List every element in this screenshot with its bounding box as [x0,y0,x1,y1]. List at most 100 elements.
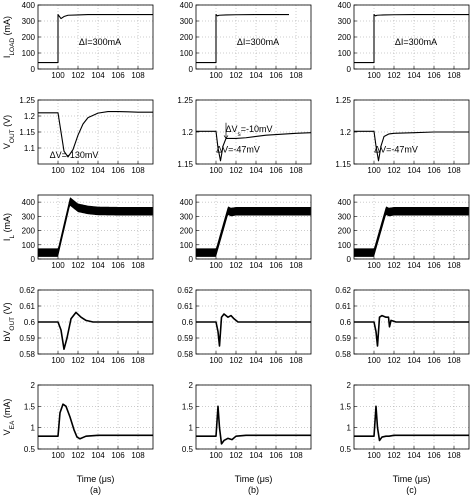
y-tick-label: 400 [338,1,352,10]
x-tick-label: 106 [269,71,283,80]
x-tick-label: 104 [407,356,421,365]
y-tick-label: 0.62 [19,286,35,295]
subplot-r4-c1: 100 102 104 106 108 0.5 1 1.5 2 [182,381,312,460]
y-tick-label: 300 [22,17,36,26]
x-axis-label: Time (μs) [77,474,115,484]
x-tick-label: 102 [229,71,243,80]
x-axis-label: Time (μs) [393,474,431,484]
axes-frame [195,194,312,260]
x-tick-label: 108 [289,451,303,460]
y-tick-label: 1.15 [19,128,35,137]
x-tick-label: 100 [209,261,223,270]
y-tick-label: 0.58 [19,350,35,359]
x-tick-label: 106 [111,356,125,365]
x-tick-label: 102 [387,71,401,80]
y-tick-label: 100 [338,49,352,58]
series-ripple-band [196,206,311,257]
series-line [196,405,311,445]
y-tick-label: 300 [180,212,194,221]
x-tick-label: 108 [447,451,461,460]
x-tick-label: 104 [249,451,263,460]
x-tick-label: 102 [229,261,243,270]
x-tick-label: 102 [229,166,243,175]
y-tick-label: 100 [180,49,194,58]
x-tick-label: 104 [91,451,105,460]
x-tick-label: 108 [447,71,461,80]
y-tick-label: 1.25 [177,96,193,105]
y-tick-label: 1 [347,424,352,433]
y-tick-label: 1 [189,424,194,433]
x-tick-label: 108 [447,166,461,175]
y-tick-label: 1.25 [19,96,35,105]
column-caption: (a) [90,485,101,495]
x-axis-label: Time (μs) [235,474,273,484]
x-tick-label: 104 [249,166,263,175]
series-line [196,130,311,162]
axes-frame [195,384,312,450]
y-axis-label: IL (mA) [2,213,16,241]
axes-frame [353,99,470,165]
y-axis-label: VEA (mA) [2,399,16,436]
y-tick-label: 0.6 [182,318,194,327]
y-tick-label: 200 [22,227,36,236]
subplot-r1-c2: 100 102 104 106 108 1.15 1.2 1.25 ΔV=-47mV [335,96,470,175]
series-line [354,130,469,162]
x-tick-label: 102 [71,356,85,365]
y-tick-label: 0 [189,255,194,264]
axes-frame [353,384,470,450]
x-tick-label: 104 [249,356,263,365]
y-tick-label: 1.2 [24,112,36,121]
x-tick-label: 108 [131,166,145,175]
y-tick-label: 1.1 [24,144,36,153]
x-tick-label: 108 [131,71,145,80]
x-tick-label: 100 [367,451,381,460]
axes-frame [353,194,470,260]
x-tick-label: 100 [367,356,381,365]
annotation: ΔI=300mA [237,37,279,47]
axes-frame [195,99,312,165]
subplot-r2-c2: 100 102 104 106 108 0 100 200 300 400 [338,194,470,270]
y-tick-label: 200 [180,227,194,236]
annotation: ΔV=-47mV [216,144,260,154]
y-tick-label: 0.58 [335,350,351,359]
x-tick-label: 100 [209,451,223,460]
axes-frame [37,384,154,450]
series-line [196,313,311,347]
axes-frame [195,4,312,70]
x-tick-label: 100 [367,166,381,175]
x-tick-label: 104 [249,71,263,80]
x-tick-label: 108 [289,166,303,175]
series-line [354,405,469,442]
x-tick-label: 106 [427,166,441,175]
x-tick-label: 108 [131,261,145,270]
y-tick-label: 1.2 [340,128,352,137]
y-tick-label: 0 [31,65,36,74]
y-tick-label: 1.15 [177,160,193,169]
y-tick-label: 0.61 [335,302,351,311]
y-axis-label: bVOUT (V) [2,302,16,341]
y-tick-label: 200 [22,33,36,42]
axes-frame [37,289,154,355]
y-tick-label: 0.61 [19,302,35,311]
subplot-r1-c1: 100 102 104 106 1081.151.21.25ΔV=-47mVΔVs=-1… [177,96,312,175]
series-line [354,14,469,64]
y-tick-label: 0.62 [335,286,351,295]
x-tick-label: 102 [71,166,85,175]
x-tick-label: 102 [71,261,85,270]
x-tick-label: 100 [51,451,65,460]
y-tick-label: 0.61 [177,302,193,311]
y-tick-label: 0.62 [177,286,193,295]
x-tick-label: 102 [387,261,401,270]
axes-frame [37,194,154,260]
x-tick-label: 100 [209,71,223,80]
x-tick-label: 100 [209,356,223,365]
x-tick-label: 106 [269,261,283,270]
x-tick-label: 108 [289,261,303,270]
x-tick-label: 104 [249,261,263,270]
axes-frame [37,4,154,70]
x-tick-label: 102 [387,451,401,460]
y-axis-label: ILOAD (mA) [2,16,16,58]
x-tick-label: 104 [407,261,421,270]
series-ripple-band [354,206,469,257]
